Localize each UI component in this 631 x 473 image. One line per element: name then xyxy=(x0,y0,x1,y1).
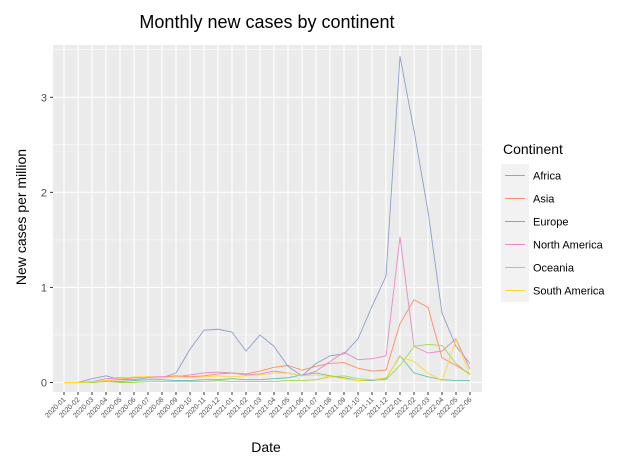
grid xyxy=(53,45,482,392)
y-tick-label: 3 xyxy=(41,92,47,104)
legend-label-asia: Asia xyxy=(533,194,555,206)
legend-title: Continent xyxy=(503,141,563,157)
series-line-europe xyxy=(64,55,471,383)
legend-label-europe: Europe xyxy=(533,217,568,229)
x-axis: 2020-012020-022020-032020-042020-052020-… xyxy=(44,392,473,420)
legend-key-background xyxy=(501,164,529,302)
legend-label-south-america: South America xyxy=(533,286,605,298)
legend: Continent Africa Asia Europe North America O… xyxy=(501,141,605,302)
y-axis: 0 1 2 3 xyxy=(41,92,53,389)
legend-label-oceania: Oceania xyxy=(533,263,575,275)
series-lines xyxy=(64,55,471,383)
x-axis-title: Date xyxy=(251,439,281,455)
chart-title: Monthly new cases by continent xyxy=(139,12,394,32)
y-axis-title: New cases per million xyxy=(13,149,29,285)
plot-panel xyxy=(53,45,482,392)
y-tick-label: 1 xyxy=(41,282,47,294)
series-line-north-america xyxy=(64,236,471,383)
series-line-oceania xyxy=(64,344,471,383)
y-tick-label: 2 xyxy=(41,187,47,199)
legend-label-africa: Africa xyxy=(533,171,562,183)
y-tick-label: 0 xyxy=(41,377,47,389)
legend-label-north-america: North America xyxy=(533,240,604,252)
plot-background xyxy=(53,45,482,392)
series-line-south-america xyxy=(64,339,471,383)
series-line-africa xyxy=(64,355,470,383)
